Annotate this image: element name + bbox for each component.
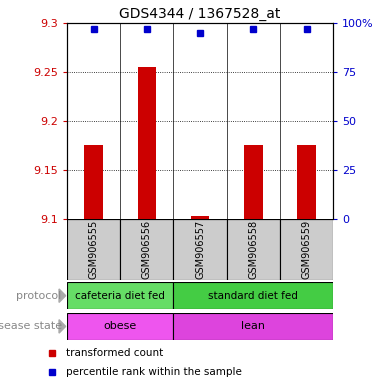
- Bar: [67, 219, 120, 280]
- Bar: [120, 219, 173, 280]
- Bar: [67, 313, 173, 340]
- Text: disease state: disease state: [0, 321, 62, 331]
- Polygon shape: [59, 319, 66, 333]
- Text: GSM906556: GSM906556: [142, 220, 152, 279]
- Text: GSM906555: GSM906555: [88, 220, 99, 279]
- Text: percentile rank within the sample: percentile rank within the sample: [67, 367, 242, 377]
- Bar: [227, 219, 280, 280]
- Bar: [173, 219, 227, 280]
- Text: standard diet fed: standard diet fed: [208, 291, 298, 301]
- Bar: [137, 67, 156, 219]
- Text: GSM906558: GSM906558: [248, 220, 259, 279]
- Bar: [67, 282, 173, 309]
- Text: GSM906557: GSM906557: [195, 220, 205, 279]
- Text: cafeteria diet fed: cafeteria diet fed: [75, 291, 165, 301]
- Text: lean: lean: [241, 321, 265, 331]
- Bar: [84, 146, 103, 219]
- Bar: [191, 216, 210, 219]
- Text: obese: obese: [104, 321, 137, 331]
- Text: protocol: protocol: [16, 291, 62, 301]
- Title: GDS4344 / 1367528_at: GDS4344 / 1367528_at: [119, 7, 281, 21]
- Bar: [244, 146, 263, 219]
- Bar: [173, 313, 333, 340]
- Bar: [280, 219, 333, 280]
- Text: transformed count: transformed count: [67, 348, 164, 358]
- Bar: [173, 282, 333, 309]
- Polygon shape: [59, 289, 66, 303]
- Bar: [297, 146, 316, 219]
- Text: GSM906559: GSM906559: [301, 220, 312, 279]
